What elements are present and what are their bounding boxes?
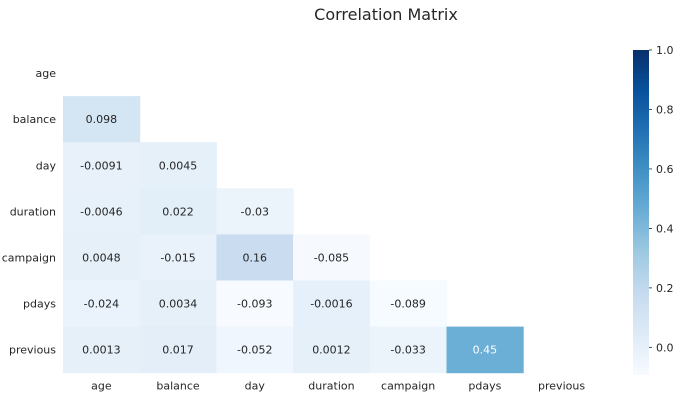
heatmap-cell-pdays-campaign (369, 280, 447, 328)
heatmap-cell-balance-age (63, 96, 141, 143)
cell-value-label: -0.093 (237, 298, 272, 311)
heatmap-cell-pdays-age (63, 280, 141, 328)
cell-value-label: 0.098 (86, 113, 118, 126)
row-label-age: age (36, 67, 57, 80)
row-label-pdays: pdays (23, 298, 56, 311)
cell-value-label: -0.0091 (80, 159, 122, 172)
heatmap-cell-campaign-balance (139, 234, 217, 281)
colorbar: 0.0 0.2 0.4 0.6 0.8 1.0 (633, 44, 674, 375)
heatmap-cell-previous-balance (139, 326, 217, 374)
cell-value-label: 0.0012 (312, 344, 351, 357)
colorbar-tick-label: 0.8 (656, 103, 674, 116)
cell-value-label: -0.052 (237, 344, 272, 357)
cell-value-label: 0.022 (162, 205, 194, 218)
cell-value-label: 0.45 (473, 344, 498, 357)
heatmap-cell-duration-day (216, 188, 294, 235)
heatmap-cell-pdays-duration (293, 280, 371, 328)
colorbar-gradient-bar (633, 50, 649, 375)
cell-value-label: 0.017 (162, 344, 194, 357)
cell-value-label: 0.0013 (82, 344, 121, 357)
colorbar-tick-label: 0.0 (656, 341, 674, 354)
row-tick-labels: age balance day duration campaign pdays previo… (2, 67, 57, 357)
row-label-previous: previous (9, 344, 56, 357)
heatmap-cell-previous-pdays (446, 326, 524, 374)
cell-value-label: 0.0048 (82, 251, 121, 264)
heatmap-cell-campaign-duration (293, 234, 371, 281)
heatmap-cell-campaign-day (216, 234, 294, 281)
cell-value-label: -0.089 (390, 298, 425, 311)
column-label-campaign: campaign (381, 380, 435, 393)
heatmap-cells: 0.098 -0.0091 0.0045 -0.0046 0.022 -0.03 0.004… (63, 96, 524, 374)
column-label-pdays: pdays (468, 380, 501, 393)
chart-title: Correlation Matrix (314, 5, 458, 24)
heatmap-cell-pdays-balance (139, 280, 217, 328)
cell-value-label: 0.0045 (159, 159, 198, 172)
column-label-duration: duration (308, 380, 354, 393)
heatmap-cell-previous-day (216, 326, 294, 374)
cell-value-label: -0.015 (160, 251, 195, 264)
cell-value-label: -0.0016 (310, 298, 352, 311)
row-label-day: day (36, 159, 57, 172)
colorbar-tick-label: 0.6 (656, 163, 674, 176)
heatmap-cell-previous-campaign (369, 326, 447, 374)
heatmap-cell-previous-duration (293, 326, 371, 374)
cell-value-label: -0.085 (314, 251, 349, 264)
row-label-duration: duration (10, 205, 56, 218)
cell-value-label: -0.0046 (80, 205, 122, 218)
heatmap-cell-duration-balance (139, 188, 217, 235)
heatmap-cell-previous-age (63, 326, 141, 374)
colorbar-tick-label: 1.0 (656, 44, 674, 57)
column-label-balance: balance (156, 380, 200, 393)
row-label-balance: balance (13, 113, 57, 126)
colorbar-tick-label: 0.2 (656, 282, 674, 295)
heatmap-cell-pdays-day (216, 280, 294, 328)
column-label-day: day (245, 380, 266, 393)
heatmap-cell-duration-age (63, 188, 141, 235)
cell-value-label: -0.024 (84, 298, 119, 311)
column-label-age: age (91, 380, 112, 393)
cell-value-label: -0.03 (241, 205, 269, 218)
cell-value-label: 0.16 (243, 251, 268, 264)
column-label-previous: previous (538, 380, 585, 393)
column-tick-labels: age balance day duration campaign pdays previo… (91, 380, 585, 393)
heatmap-cell-campaign-age (63, 234, 141, 281)
row-label-campaign: campaign (2, 251, 56, 264)
heatmap-cell-day-balance (139, 142, 217, 189)
colorbar-tick-label: 0.4 (656, 222, 674, 235)
heatmap-cell-day-age (63, 142, 141, 189)
cell-value-label: -0.033 (390, 344, 425, 357)
cell-value-label: 0.0034 (159, 298, 198, 311)
